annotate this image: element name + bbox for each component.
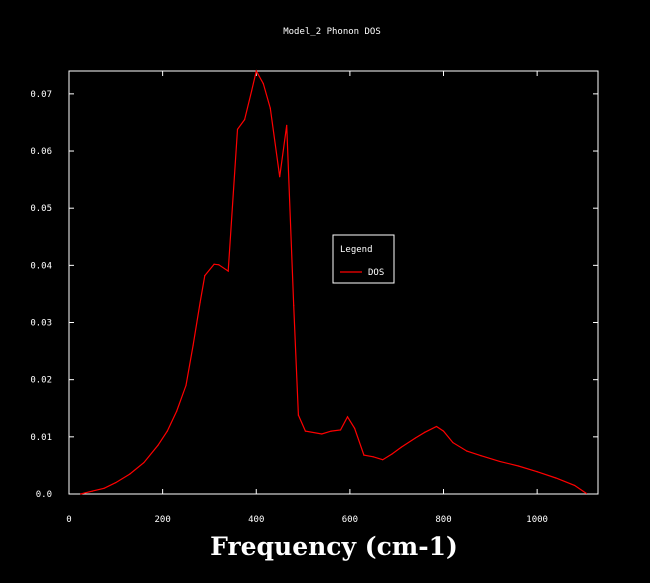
dos-data-point xyxy=(414,437,417,439)
x-axis-label: Frequency (cm-1) xyxy=(210,532,458,561)
dos-data-point xyxy=(304,430,307,432)
legend-box xyxy=(332,234,395,284)
dos-data-point xyxy=(499,460,501,463)
dos-series-line xyxy=(80,69,587,495)
dos-data-point xyxy=(157,444,159,447)
x-tick-label: 1000 xyxy=(526,515,548,525)
x-tick-label: 600 xyxy=(342,515,358,525)
dos-data-point xyxy=(227,270,229,272)
dos-data-point xyxy=(243,118,246,121)
dos-data-point xyxy=(424,431,426,433)
dos-data-point xyxy=(218,264,220,266)
dos-data-point xyxy=(297,414,299,416)
x-tick-label: 0 xyxy=(66,515,71,525)
dos-data-point xyxy=(293,304,295,306)
dos-data-point xyxy=(103,487,105,489)
dos-data-point xyxy=(129,473,131,475)
dos-data-point xyxy=(321,433,323,435)
dos-data-point xyxy=(80,493,82,495)
y-tick-label: 0.01 xyxy=(30,433,52,443)
dos-data-point xyxy=(192,344,194,346)
dos-data-point xyxy=(176,410,178,412)
y-tick-label: 0.06 xyxy=(30,147,52,157)
dos-data-point xyxy=(363,454,365,456)
dos-data-point xyxy=(213,263,215,265)
x-tick-label: 400 xyxy=(248,515,264,525)
y-tick-label: 0.04 xyxy=(30,261,52,271)
dos-data-point xyxy=(286,124,288,126)
legend-entry-dos: DOS xyxy=(368,268,384,278)
dos-data-point xyxy=(204,275,206,277)
dos-data-point xyxy=(517,465,520,467)
dos-data-point xyxy=(279,176,281,178)
dos-data-point xyxy=(330,430,332,432)
dos-data-point xyxy=(452,441,454,444)
dos-data-point xyxy=(115,481,117,484)
chart-title: Model_2 Phonon DOS xyxy=(283,27,381,37)
dos-data-point xyxy=(91,490,94,492)
plot-frame xyxy=(68,70,599,495)
dos-data-point xyxy=(339,429,342,431)
dos-data-point xyxy=(185,384,187,386)
dos-data-point xyxy=(166,430,168,432)
dos-series-points xyxy=(80,70,587,495)
y-tick-label: 0.0 xyxy=(36,490,52,500)
y-tick-labels: 0.0 0.01 0.02 0.03 0.04 0.05 0.06 0.07 xyxy=(30,90,52,500)
dos-data-point xyxy=(435,425,438,428)
dos-data-point xyxy=(346,416,349,418)
dos-data-point xyxy=(480,455,482,457)
dos-data-point xyxy=(353,427,356,429)
y-tick-label: 0.07 xyxy=(30,90,52,100)
dos-data-point xyxy=(262,82,264,85)
dos-data-point xyxy=(400,446,402,448)
y-tick-label: 0.05 xyxy=(30,204,52,214)
dos-data-point xyxy=(236,128,239,130)
legend: Legend DOS xyxy=(332,234,395,284)
dos-data-point xyxy=(199,301,201,304)
dos-data-point xyxy=(555,477,557,479)
dos-data-point xyxy=(382,459,384,461)
dos-data-point xyxy=(573,484,576,487)
axis-ticks xyxy=(68,71,598,495)
dos-data-point xyxy=(442,430,445,432)
dos-data-point xyxy=(536,471,538,473)
dos-data-point xyxy=(466,450,468,452)
dos-data-point xyxy=(250,90,253,92)
dos-data-point xyxy=(143,461,145,464)
legend-title: Legend xyxy=(340,245,373,255)
dos-data-point xyxy=(255,70,257,72)
dos-data-point xyxy=(372,456,374,458)
y-tick-label: 0.02 xyxy=(30,376,52,386)
x-tick-label: 800 xyxy=(435,515,451,525)
x-tick-label: 200 xyxy=(154,515,170,525)
dos-data-point xyxy=(585,492,587,495)
dos-data-point xyxy=(269,107,271,109)
y-tick-label: 0.03 xyxy=(30,319,52,329)
x-tick-labels: 0 200 400 600 800 1000 xyxy=(66,515,548,525)
dos-data-point xyxy=(391,453,393,455)
